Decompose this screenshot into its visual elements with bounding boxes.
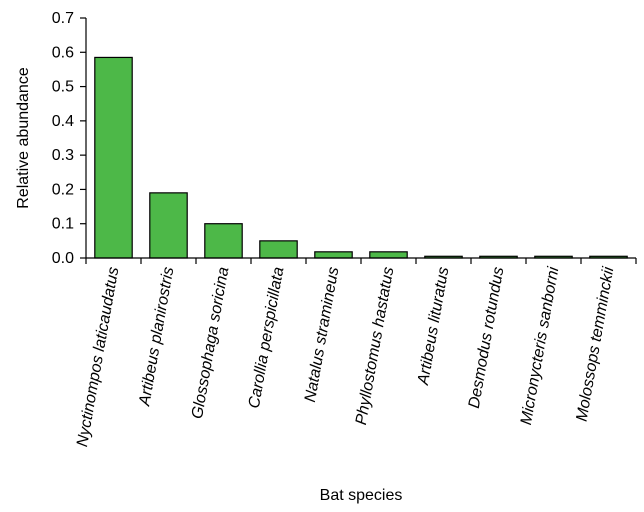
bar <box>204 223 243 259</box>
x-category-label: Molossops temminckii <box>574 265 618 422</box>
x-category-label: Micronycteris sanborni <box>518 265 563 426</box>
x-category-label: Artibeus planirostris <box>136 266 177 408</box>
x-category-label: Phyllostomus hastatus <box>353 266 398 427</box>
x-category-label: Desmodus rotundus <box>466 266 508 410</box>
bar <box>94 56 133 259</box>
y-axis-title: Relative abundance <box>15 67 32 209</box>
y-tick-label: 0.7 <box>52 10 74 27</box>
y-tick-label: 0.3 <box>52 147 74 164</box>
y-tick-label: 0.4 <box>52 113 74 130</box>
y-tick-label: 0.1 <box>52 216 74 233</box>
x-category-label: Nyctinompos laticaudatus <box>74 266 122 448</box>
x-category-label: Glossophaga soricina <box>189 266 232 421</box>
x-axis-ticks <box>85 258 637 264</box>
bars <box>94 56 628 259</box>
y-tick-label: 0.2 <box>52 181 74 198</box>
y-axis-ticks: 0.0 0.1 0.2 0.3 0.4 0.5 0.6 0.7 <box>52 10 86 267</box>
y-tick-label: 0.6 <box>52 44 74 61</box>
bar <box>149 192 188 259</box>
bar <box>259 240 298 259</box>
x-category-label: Artibeus lituratus <box>415 266 453 387</box>
y-tick-label: 0.5 <box>52 79 74 96</box>
x-category-label: Carollia perspicillata <box>246 266 288 410</box>
x-axis-title: Bat species <box>320 487 403 504</box>
bar <box>314 251 353 259</box>
bar <box>369 251 408 259</box>
y-tick-label: 0.0 <box>52 250 74 267</box>
x-category-label: Natalus stramineus <box>302 266 343 404</box>
x-axis-category-labels: Nyctinompos laticaudatus Artibeus planiro… <box>74 265 617 448</box>
